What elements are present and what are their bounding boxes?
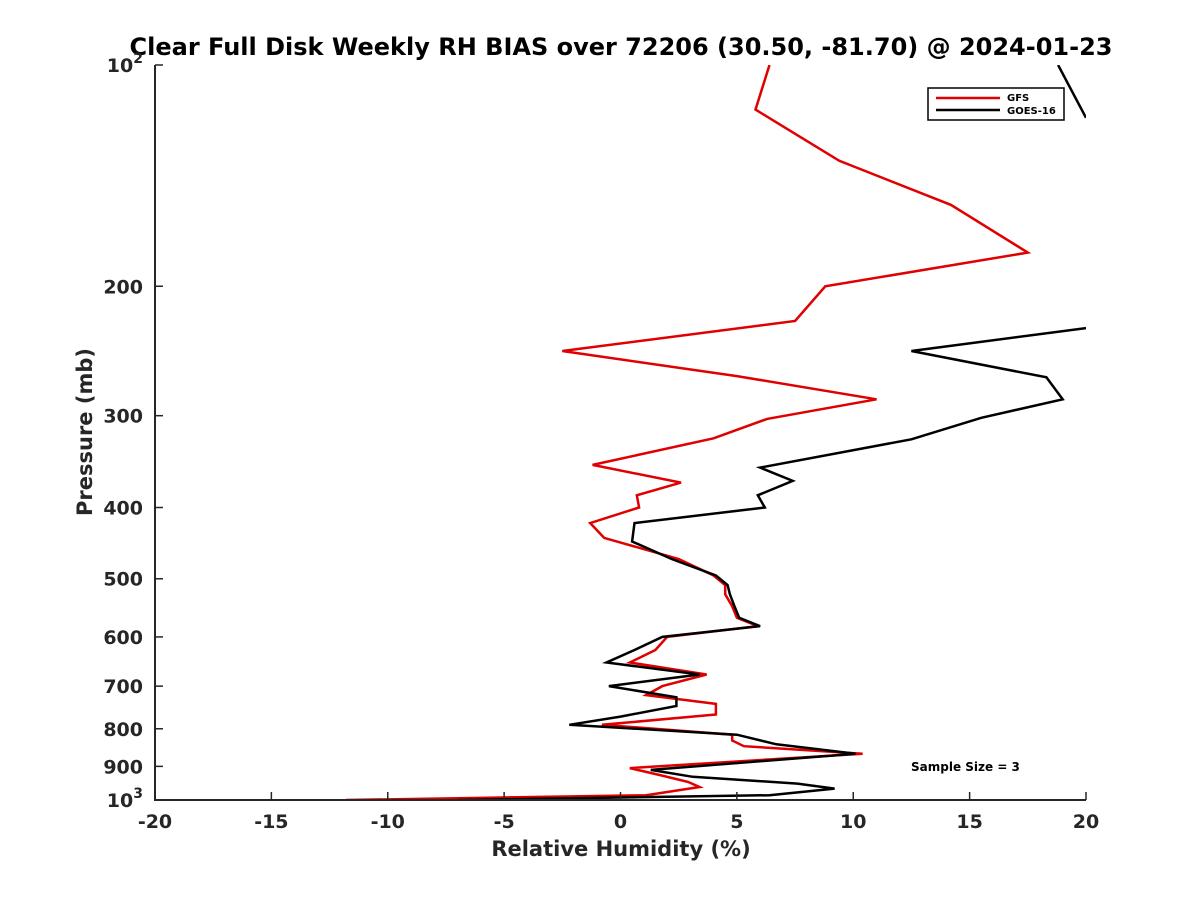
legend-label-goes16: GOES-16: [1007, 106, 1056, 117]
y-tick-label: 800: [103, 719, 143, 741]
x-tick-label: 15: [956, 811, 982, 833]
y-tick-label: 200: [103, 276, 143, 298]
x-tick-label: -20: [138, 811, 172, 833]
y-tick-label: 300: [103, 406, 143, 428]
x-axis-ticks: -20 -15 -10 -5 0 5 10 15 20: [138, 792, 1099, 833]
axis-box: [154, 65, 1086, 801]
x-tick-label: -5: [494, 811, 515, 833]
y-axis-ticks: 102 200 300 400 500 600 700 800 900 103: [103, 51, 163, 812]
series-layer: [345, 65, 1086, 800]
x-tick-label: -10: [371, 811, 405, 833]
legend-label-gfs: GFS: [1007, 93, 1029, 104]
series-line-goes16: [457, 65, 1086, 800]
y-tick-label: 700: [103, 676, 143, 698]
sample-size-annotation: Sample Size = 3: [911, 760, 1020, 774]
x-tick-label: 5: [730, 811, 743, 833]
y-tick-label: 900: [103, 756, 143, 778]
x-tick-label: 20: [1073, 811, 1099, 833]
y-axis-label: Pressure (mb): [73, 348, 97, 516]
x-tick-label: 0: [614, 811, 627, 833]
series-line-gfs: [345, 65, 1032, 800]
legend-box: [927, 87, 1065, 121]
y-tick-label: 400: [103, 498, 143, 520]
y-tick-label: 103: [107, 786, 143, 812]
x-tick-label: 10: [840, 811, 866, 833]
x-tick-label: -15: [254, 811, 288, 833]
y-tick-label: 600: [103, 627, 143, 649]
y-tick-label: 102: [107, 51, 143, 77]
plot-area: -20 -15 -10 -5 0 5 10 15 20 102 200 300 400 500 600 70…: [103, 51, 1099, 833]
legend: GFS GOES-16: [927, 87, 1065, 121]
chart-title: Clear Full Disk Weekly RH BIAS over 7220…: [130, 33, 1113, 61]
x-axis-label: Relative Humidity (%): [491, 837, 750, 861]
y-tick-label: 500: [103, 569, 143, 591]
